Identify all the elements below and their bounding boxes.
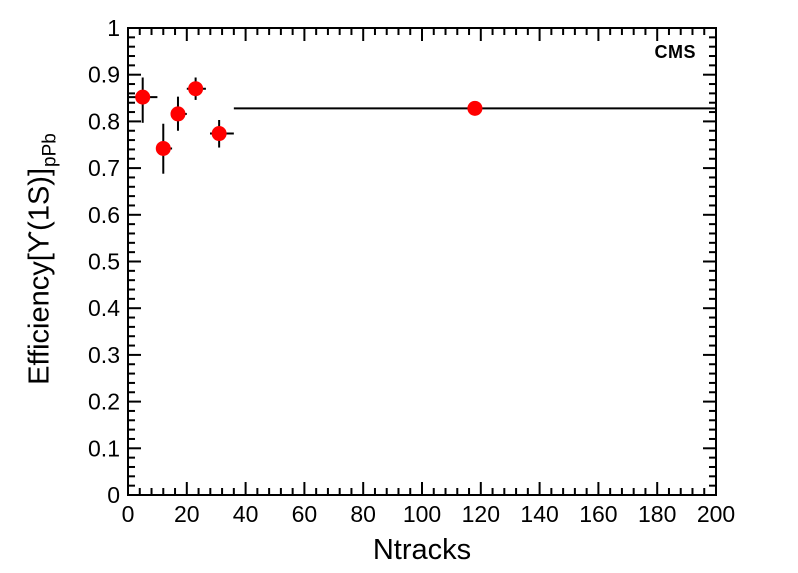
y-tick-label: 0.8: [88, 108, 120, 134]
data-point-marker: [170, 106, 186, 122]
y-tick-label: 0.6: [88, 202, 120, 228]
x-tick-label: 160: [579, 501, 617, 527]
x-tick-label: 200: [697, 501, 735, 527]
y-tick-label: 0.7: [88, 155, 120, 181]
x-tick-label: 40: [233, 501, 259, 527]
data-point-marker: [135, 89, 151, 105]
y-tick-label: 0.2: [88, 389, 120, 415]
data-point-marker: [188, 81, 204, 97]
x-tick-label: 20: [174, 501, 200, 527]
y-tick-label: 0.4: [88, 295, 120, 321]
y-tick-label: 0.3: [88, 342, 120, 368]
plot-frame: [127, 27, 717, 496]
x-tick-label: 60: [292, 501, 318, 527]
y-tick-label: 0: [107, 482, 120, 508]
data-point-marker: [211, 126, 227, 142]
data-point-marker: [155, 140, 171, 156]
y-axis-title-main: Efficiency[ϒ(1S)]: [23, 167, 56, 385]
y-tick-label: 1: [107, 15, 120, 41]
experiment-label: CMS: [654, 42, 696, 62]
y-tick-label: 0.5: [88, 249, 120, 275]
y-axis-title-subscript: pPb: [39, 133, 61, 167]
x-tick-label: 80: [350, 501, 376, 527]
x-tick-label: 0: [122, 501, 135, 527]
x-tick-label: 100: [403, 501, 441, 527]
x-tick-label: 120: [462, 501, 500, 527]
y-tick-label: 0.9: [88, 62, 120, 88]
x-tick-label: 140: [520, 501, 558, 527]
data-point-marker: [467, 100, 483, 116]
x-tick-label: 180: [638, 501, 676, 527]
x-axis-title: Ntracks: [372, 534, 472, 566]
y-tick-label: 0.1: [88, 435, 120, 461]
y-axis-title: Efficiency[ϒ(1S)]pPb: [23, 133, 61, 385]
